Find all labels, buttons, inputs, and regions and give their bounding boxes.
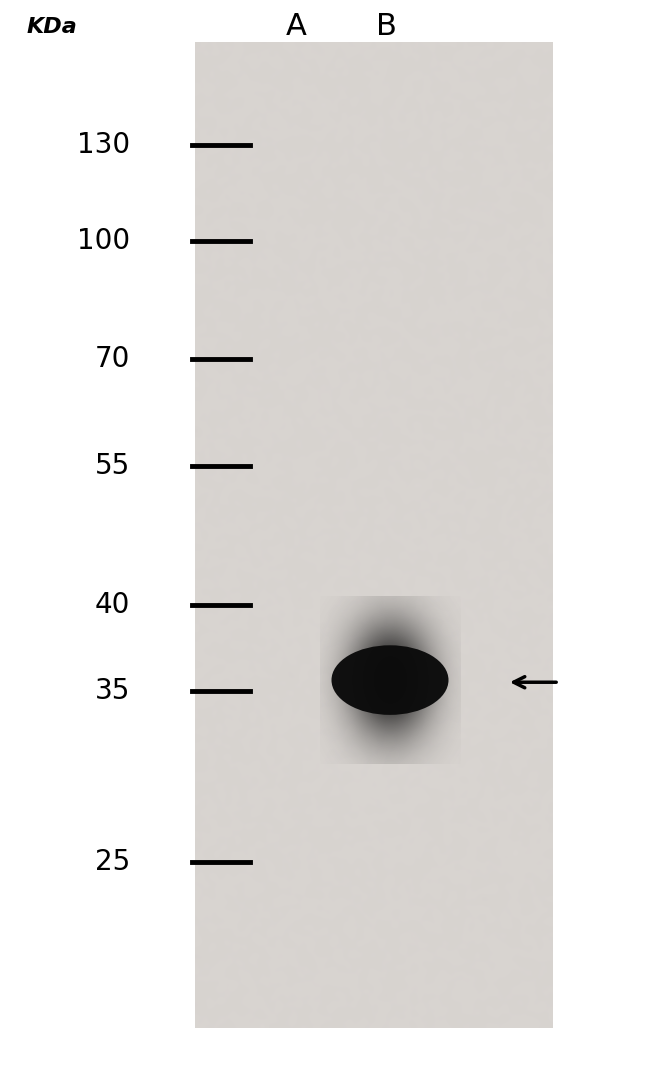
Text: 70: 70 — [95, 345, 130, 373]
Text: A: A — [285, 12, 306, 42]
Text: 100: 100 — [77, 227, 130, 255]
Text: KDa: KDa — [27, 17, 77, 36]
Ellipse shape — [332, 645, 448, 715]
Text: 130: 130 — [77, 131, 130, 159]
Text: 35: 35 — [95, 677, 130, 705]
Text: 55: 55 — [95, 452, 130, 480]
Text: B: B — [376, 12, 397, 42]
Text: 40: 40 — [95, 591, 130, 619]
Text: 25: 25 — [95, 848, 130, 876]
Bar — [195, 43, 552, 1028]
